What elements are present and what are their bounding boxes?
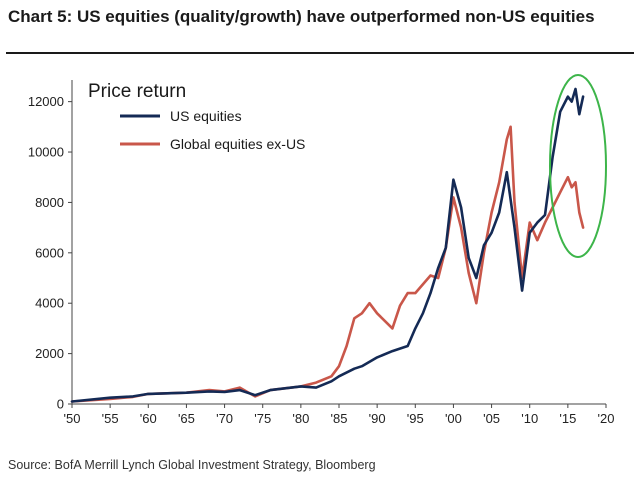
x-tick-label: '80	[292, 411, 309, 426]
x-tick-label: '70	[216, 411, 233, 426]
legend-entry: Global equities ex-US	[170, 136, 305, 152]
x-tick-label: '65	[178, 411, 195, 426]
title-rule	[6, 52, 634, 54]
legend-title: Price return	[88, 81, 186, 102]
x-tick-label: '00	[445, 411, 462, 426]
x-tick-label: '60	[140, 411, 157, 426]
x-tick-label: '10	[521, 411, 538, 426]
x-tick-label: '90	[369, 411, 386, 426]
y-tick-label: 12000	[28, 94, 64, 109]
chart-title: Chart 5: US equities (quality/growth) ha…	[8, 7, 595, 26]
source-note: Source: BofA Merrill Lynch Global Invest…	[8, 458, 376, 472]
y-tick-label: 6000	[35, 245, 64, 260]
axes: 0 2000 4000 6000 8000 10000 12000 '50 '55 '60 '65 '…	[28, 80, 615, 426]
highlight-ellipse	[549, 74, 607, 258]
x-tick-label: '15	[559, 411, 576, 426]
x-tick-label: '55	[102, 411, 119, 426]
series-line-us-equities	[70, 87, 585, 403]
x-tick-label: '95	[407, 411, 424, 426]
x-tick-label: '85	[331, 411, 348, 426]
y-tick-label: 10000	[28, 145, 64, 160]
legend-entry: US equities	[170, 108, 242, 124]
y-tick-label: 4000	[35, 296, 64, 311]
annotation-layer	[549, 74, 607, 258]
y-tick-label: 2000	[35, 346, 64, 361]
legend: Price return US equities Global equities e…	[88, 81, 305, 152]
y-tick-label: 8000	[35, 195, 64, 210]
series-line-global-equities-ex-us	[70, 125, 585, 403]
x-tick-label: '75	[254, 411, 271, 426]
x-tick-label: '20	[598, 411, 615, 426]
x-tick-label: '05	[483, 411, 500, 426]
x-tick-label: '50	[64, 411, 81, 426]
series-layer	[70, 87, 585, 403]
y-tick-label: 0	[57, 397, 64, 412]
